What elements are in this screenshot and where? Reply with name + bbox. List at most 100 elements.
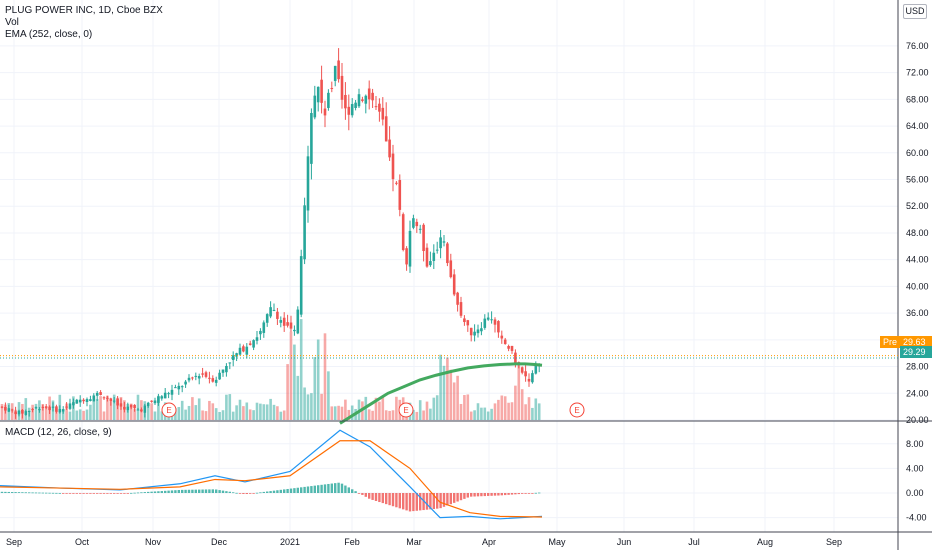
volume-bar <box>99 396 102 420</box>
currency-badge[interactable]: USD <box>903 4 927 19</box>
volume-bar <box>517 364 521 420</box>
macd-histogram-bar <box>7 491 10 493</box>
volume-bar <box>486 411 490 420</box>
candle-body <box>221 369 225 373</box>
macd-histogram-bar <box>296 487 299 493</box>
volume-bar <box>262 404 266 420</box>
volume-bar <box>276 406 279 420</box>
time-tick-label: May <box>548 537 566 547</box>
candle-body <box>204 372 208 377</box>
candle-body <box>191 377 194 379</box>
volume-bar <box>248 409 252 420</box>
volume-bar <box>85 409 89 420</box>
pre-market-value: 29.63 <box>900 336 932 348</box>
candle-body <box>344 94 347 109</box>
macd-histogram-bar <box>11 492 14 493</box>
volume-bar <box>306 394 310 420</box>
volume-label: Vol <box>5 17 19 28</box>
macd-histogram-bar <box>113 493 116 494</box>
macd-histogram-bar <box>96 493 99 494</box>
volume-bar <box>187 405 191 420</box>
candle-body <box>10 409 14 411</box>
macd-histogram-bar <box>266 491 269 493</box>
macd-histogram-bar <box>442 493 446 507</box>
macd-histogram-bar <box>415 493 418 511</box>
price-tick-label: 64.00 <box>906 121 929 131</box>
macd-histogram-bar <box>65 493 68 494</box>
macd-histogram-bar <box>255 492 259 494</box>
macd-histogram-bar <box>531 493 534 494</box>
volume-bar <box>466 394 470 420</box>
grid-lines <box>0 0 898 532</box>
candle-body <box>255 337 259 341</box>
last-price-value: 29.29 <box>900 346 932 358</box>
volume-bar <box>180 400 184 420</box>
candle-body <box>378 103 381 112</box>
volume-bar <box>333 406 337 420</box>
candle-body <box>310 112 313 164</box>
macd-histogram-bar <box>109 493 112 494</box>
candle-body <box>524 371 527 377</box>
macd-histogram-bar <box>500 493 503 496</box>
macd-histogram-bar <box>283 489 286 493</box>
volume-bar <box>65 403 68 420</box>
volume-bar <box>493 403 497 420</box>
macd-histogram-bar <box>177 489 180 493</box>
candle-body <box>136 409 140 411</box>
volume-bar <box>157 395 160 420</box>
volume-bar <box>24 398 28 420</box>
candle-body <box>296 309 300 334</box>
macd-histogram-bar <box>99 493 102 494</box>
volume-bar <box>313 357 317 420</box>
macd-histogram-bar <box>374 493 378 501</box>
volume-bar <box>378 401 381 420</box>
volume-bar <box>367 409 371 420</box>
time-tick-label: Jun <box>617 537 632 547</box>
macd-histogram-bar <box>517 493 520 495</box>
volume-bar <box>480 407 483 420</box>
candle-body <box>78 399 82 403</box>
candle-body <box>177 385 181 390</box>
volume-bar <box>439 354 442 420</box>
candle-body <box>520 367 524 373</box>
macd-histogram-bar <box>405 493 408 511</box>
candle-body <box>252 340 255 348</box>
ema-line <box>339 362 543 425</box>
candle-body <box>507 346 510 349</box>
volume-bar <box>503 396 507 420</box>
macd-histogram-bar <box>242 493 245 494</box>
volume-bar <box>204 411 208 420</box>
macd-group <box>0 429 543 520</box>
volume-bar <box>44 407 48 420</box>
macd-histogram-bar <box>402 493 405 510</box>
volume-bar <box>374 397 378 420</box>
volume-bar <box>534 398 538 420</box>
volume-bar <box>524 404 527 420</box>
macd-histogram-bar <box>466 493 469 498</box>
macd-histogram-bar <box>143 492 146 493</box>
macd-histogram-bar <box>150 491 153 493</box>
macd-histogram-bar <box>85 493 89 494</box>
candle-body <box>497 321 500 333</box>
volume-bar <box>211 403 215 420</box>
candle-body <box>483 318 487 328</box>
macd-histogram-bar <box>245 493 248 495</box>
volume-bar <box>330 406 334 420</box>
macd-histogram-bar <box>371 493 374 500</box>
macd-histogram-bar <box>521 493 524 494</box>
candle-body <box>245 346 249 355</box>
candle-body <box>279 320 283 323</box>
volume-bar <box>102 411 106 420</box>
volume-bar <box>228 394 232 420</box>
candle-body <box>422 224 425 252</box>
candle-body <box>262 322 266 333</box>
candle-body <box>31 409 34 411</box>
candle-body <box>357 94 361 107</box>
macd-histogram-bar <box>317 485 320 493</box>
volume-bar <box>160 411 164 420</box>
candle-body <box>350 104 354 116</box>
macd-histogram-bar <box>357 493 361 494</box>
candle-body <box>27 410 31 412</box>
